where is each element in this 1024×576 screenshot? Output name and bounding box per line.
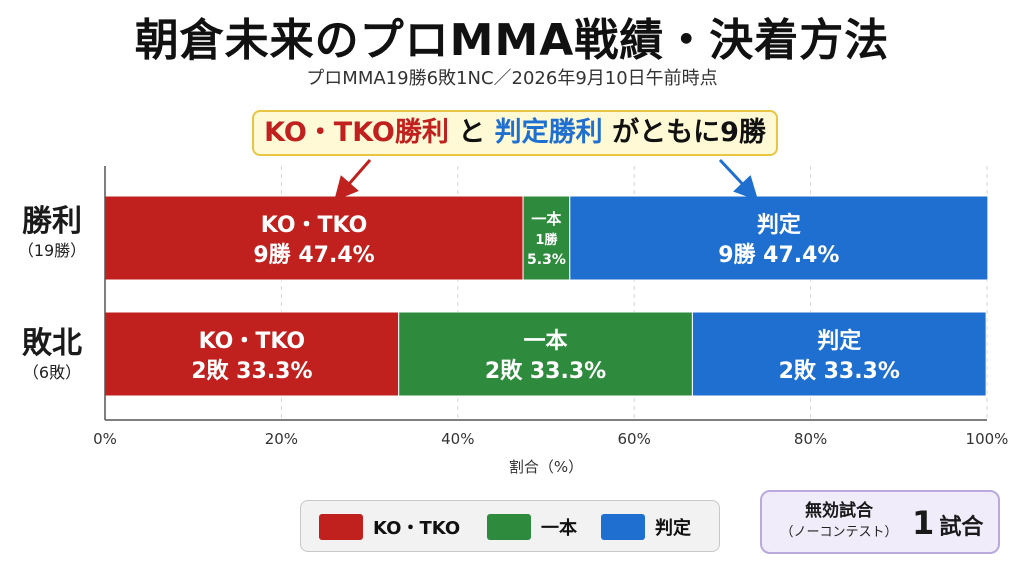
x-axis-title: 割合（%） [509,458,583,476]
bar-segment-label-detail: 9勝 47.4% [718,243,839,268]
legend-label-decision: 判定 [655,514,691,540]
legend-label-submission: 一本 [541,514,577,540]
no-contest-box: 無効試合 （ノーコンテスト） 1 試合 [760,490,1000,554]
bar-segment-label-name: 判定 [757,212,801,238]
x-tick-label: 0% [93,430,117,448]
no-contest-label-main: 無効試合 [774,499,904,523]
callout-arrow-blue [720,160,750,192]
no-contest-count: 1 [912,504,934,542]
x-tick-label: 100% [966,430,1009,448]
legend-label-ko-tko: KO・TKO [373,514,460,540]
legend-swatch-submission [487,514,531,540]
bar-segment-label-detail: 2敗 33.3% [779,359,900,384]
bar-segment-label-name: KO・TKO [199,329,306,354]
bar-segment-label-detail: 9勝 47.4% [253,243,374,268]
no-contest-label: 無効試合 （ノーコンテスト） [774,499,904,543]
bar-segment-label-name: 判定 [817,328,861,354]
bar-segment-label-count: 1勝 [535,232,558,248]
bar-segment-label-percent: 5.3% [527,252,566,268]
legend-swatch-ko-tko [319,514,363,540]
bar-segment-label-name: 一本 [531,210,561,228]
x-tick-label: 80% [794,430,827,448]
legend-item-submission: 一本 [487,513,577,541]
bar-segment-label-name: 一本 [524,329,568,354]
bar-segment-label-detail: 2敗 33.3% [485,359,606,384]
bar-segment-label-detail: 2敗 33.3% [191,359,312,384]
legend-item-decision: 判定 [601,513,691,541]
legend-item-ko-tko: KO・TKO [319,513,460,541]
x-tick-label: 40% [441,430,474,448]
callout-arrow-red [342,160,370,192]
no-contest-value: 1 試合 [912,504,983,542]
legend: KO・TKO 一本 判定 [300,500,720,552]
x-tick-label: 20% [265,430,298,448]
no-contest-label-sub: （ノーコンテスト） [774,523,904,543]
x-tick-label: 60% [618,430,651,448]
bar-segment-label-name: KO・TKO [261,213,368,238]
no-contest-unit: 試合 [939,515,983,540]
legend-swatch-decision [601,514,645,540]
